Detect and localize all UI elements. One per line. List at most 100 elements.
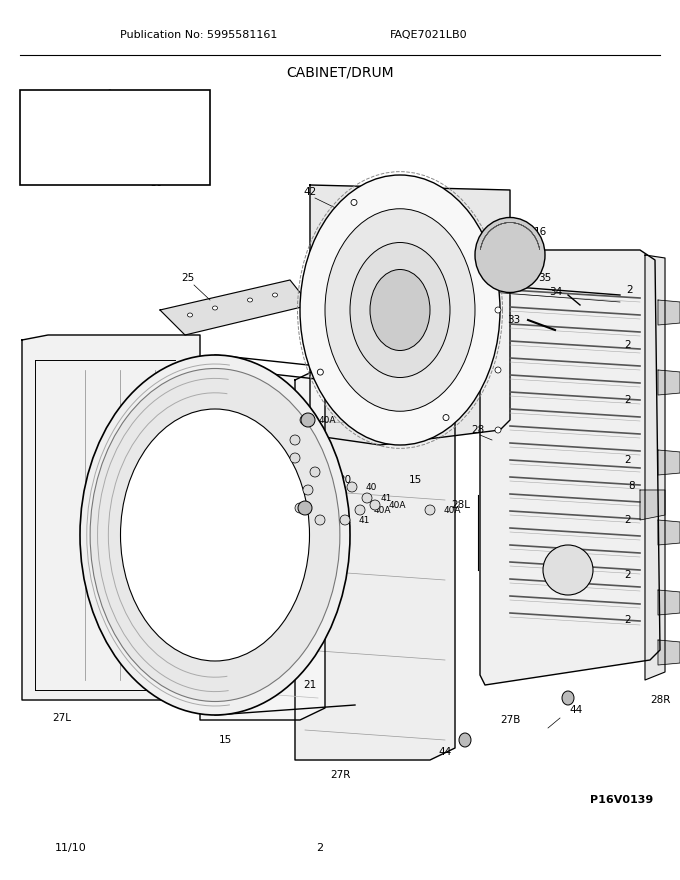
- Ellipse shape: [90, 369, 340, 701]
- Text: 2: 2: [625, 455, 631, 465]
- Ellipse shape: [340, 515, 350, 525]
- Polygon shape: [658, 370, 680, 395]
- Text: 25: 25: [182, 273, 194, 283]
- Ellipse shape: [425, 505, 435, 515]
- Text: 40: 40: [314, 503, 325, 512]
- Text: 28L: 28L: [451, 500, 470, 510]
- Ellipse shape: [443, 414, 449, 421]
- Text: 18: 18: [404, 363, 415, 372]
- Text: 2: 2: [625, 570, 631, 580]
- Ellipse shape: [298, 501, 312, 515]
- Ellipse shape: [80, 355, 350, 715]
- Ellipse shape: [325, 209, 475, 411]
- Polygon shape: [22, 335, 200, 700]
- Text: 27B: 27B: [500, 715, 520, 725]
- Text: 40: 40: [366, 482, 377, 492]
- Text: 33: 33: [507, 315, 520, 325]
- Text: 4: 4: [566, 575, 573, 585]
- Ellipse shape: [350, 243, 450, 378]
- Bar: [20, 90, 210, 185]
- Text: P16V0139: P16V0139: [590, 795, 653, 805]
- Ellipse shape: [495, 367, 501, 373]
- Ellipse shape: [303, 485, 313, 495]
- Text: Publication No: 5995581161: Publication No: 5995581161: [120, 30, 277, 40]
- Text: 18: 18: [309, 453, 320, 463]
- Polygon shape: [658, 640, 680, 665]
- Text: 2: 2: [625, 615, 631, 625]
- Text: 8: 8: [628, 481, 635, 491]
- Text: 34: 34: [549, 287, 562, 297]
- Ellipse shape: [370, 269, 430, 350]
- Text: 18: 18: [384, 387, 396, 397]
- Ellipse shape: [362, 493, 372, 503]
- Text: 15: 15: [409, 475, 422, 485]
- Ellipse shape: [475, 217, 545, 292]
- Text: 41: 41: [329, 467, 341, 476]
- Text: 28R: 28R: [650, 695, 670, 705]
- Text: 44: 44: [439, 747, 452, 757]
- Text: 27R: 27R: [330, 770, 350, 780]
- Ellipse shape: [273, 293, 277, 297]
- Text: 44: 44: [569, 705, 583, 715]
- Polygon shape: [658, 450, 680, 475]
- Text: 40A: 40A: [389, 501, 407, 510]
- Text: 23: 23: [392, 373, 405, 383]
- Ellipse shape: [495, 307, 501, 313]
- Polygon shape: [640, 490, 665, 520]
- Polygon shape: [60, 90, 185, 150]
- Polygon shape: [60, 135, 185, 180]
- Ellipse shape: [355, 505, 365, 515]
- Ellipse shape: [347, 482, 357, 492]
- Text: 41: 41: [381, 494, 392, 502]
- Text: 11/10: 11/10: [55, 843, 87, 853]
- Ellipse shape: [290, 435, 300, 445]
- Polygon shape: [645, 255, 665, 680]
- Text: 42: 42: [303, 187, 317, 197]
- Text: 18: 18: [384, 316, 396, 325]
- Text: 2: 2: [625, 515, 631, 525]
- Polygon shape: [658, 590, 680, 615]
- Text: 30: 30: [150, 178, 163, 188]
- Text: FAQE7021LB0: FAQE7021LB0: [390, 30, 468, 40]
- Text: 40A: 40A: [374, 505, 392, 515]
- Polygon shape: [658, 520, 680, 545]
- Ellipse shape: [495, 427, 501, 433]
- Ellipse shape: [301, 413, 315, 427]
- Ellipse shape: [310, 467, 320, 477]
- Ellipse shape: [459, 733, 471, 747]
- Text: 20: 20: [224, 473, 237, 483]
- Polygon shape: [160, 280, 310, 335]
- Ellipse shape: [300, 415, 310, 425]
- Text: 20: 20: [339, 475, 352, 485]
- Text: 40: 40: [309, 436, 320, 444]
- Text: 2: 2: [627, 285, 633, 295]
- Ellipse shape: [477, 245, 483, 251]
- Polygon shape: [200, 368, 325, 720]
- Text: 2: 2: [316, 843, 324, 853]
- Ellipse shape: [543, 545, 593, 595]
- Text: 35: 35: [539, 273, 551, 283]
- Ellipse shape: [212, 306, 218, 310]
- Text: 40A: 40A: [322, 486, 339, 495]
- Ellipse shape: [562, 691, 574, 705]
- Text: 2: 2: [625, 395, 631, 405]
- Ellipse shape: [188, 313, 192, 317]
- Ellipse shape: [120, 409, 309, 661]
- Text: 41: 41: [359, 516, 371, 524]
- Polygon shape: [295, 368, 455, 760]
- Ellipse shape: [351, 200, 357, 205]
- Text: 40A: 40A: [444, 505, 462, 515]
- Text: 18: 18: [399, 341, 411, 349]
- Text: 21: 21: [303, 680, 317, 690]
- Ellipse shape: [318, 369, 323, 375]
- Text: 29: 29: [82, 90, 95, 100]
- Ellipse shape: [370, 500, 380, 510]
- Polygon shape: [480, 250, 660, 685]
- Ellipse shape: [315, 515, 325, 525]
- Text: 2: 2: [625, 340, 631, 350]
- Text: 16: 16: [533, 227, 547, 237]
- Text: 27L: 27L: [52, 713, 71, 723]
- Text: 17: 17: [481, 253, 494, 263]
- Text: 40A: 40A: [334, 516, 352, 524]
- Text: 18: 18: [369, 410, 381, 420]
